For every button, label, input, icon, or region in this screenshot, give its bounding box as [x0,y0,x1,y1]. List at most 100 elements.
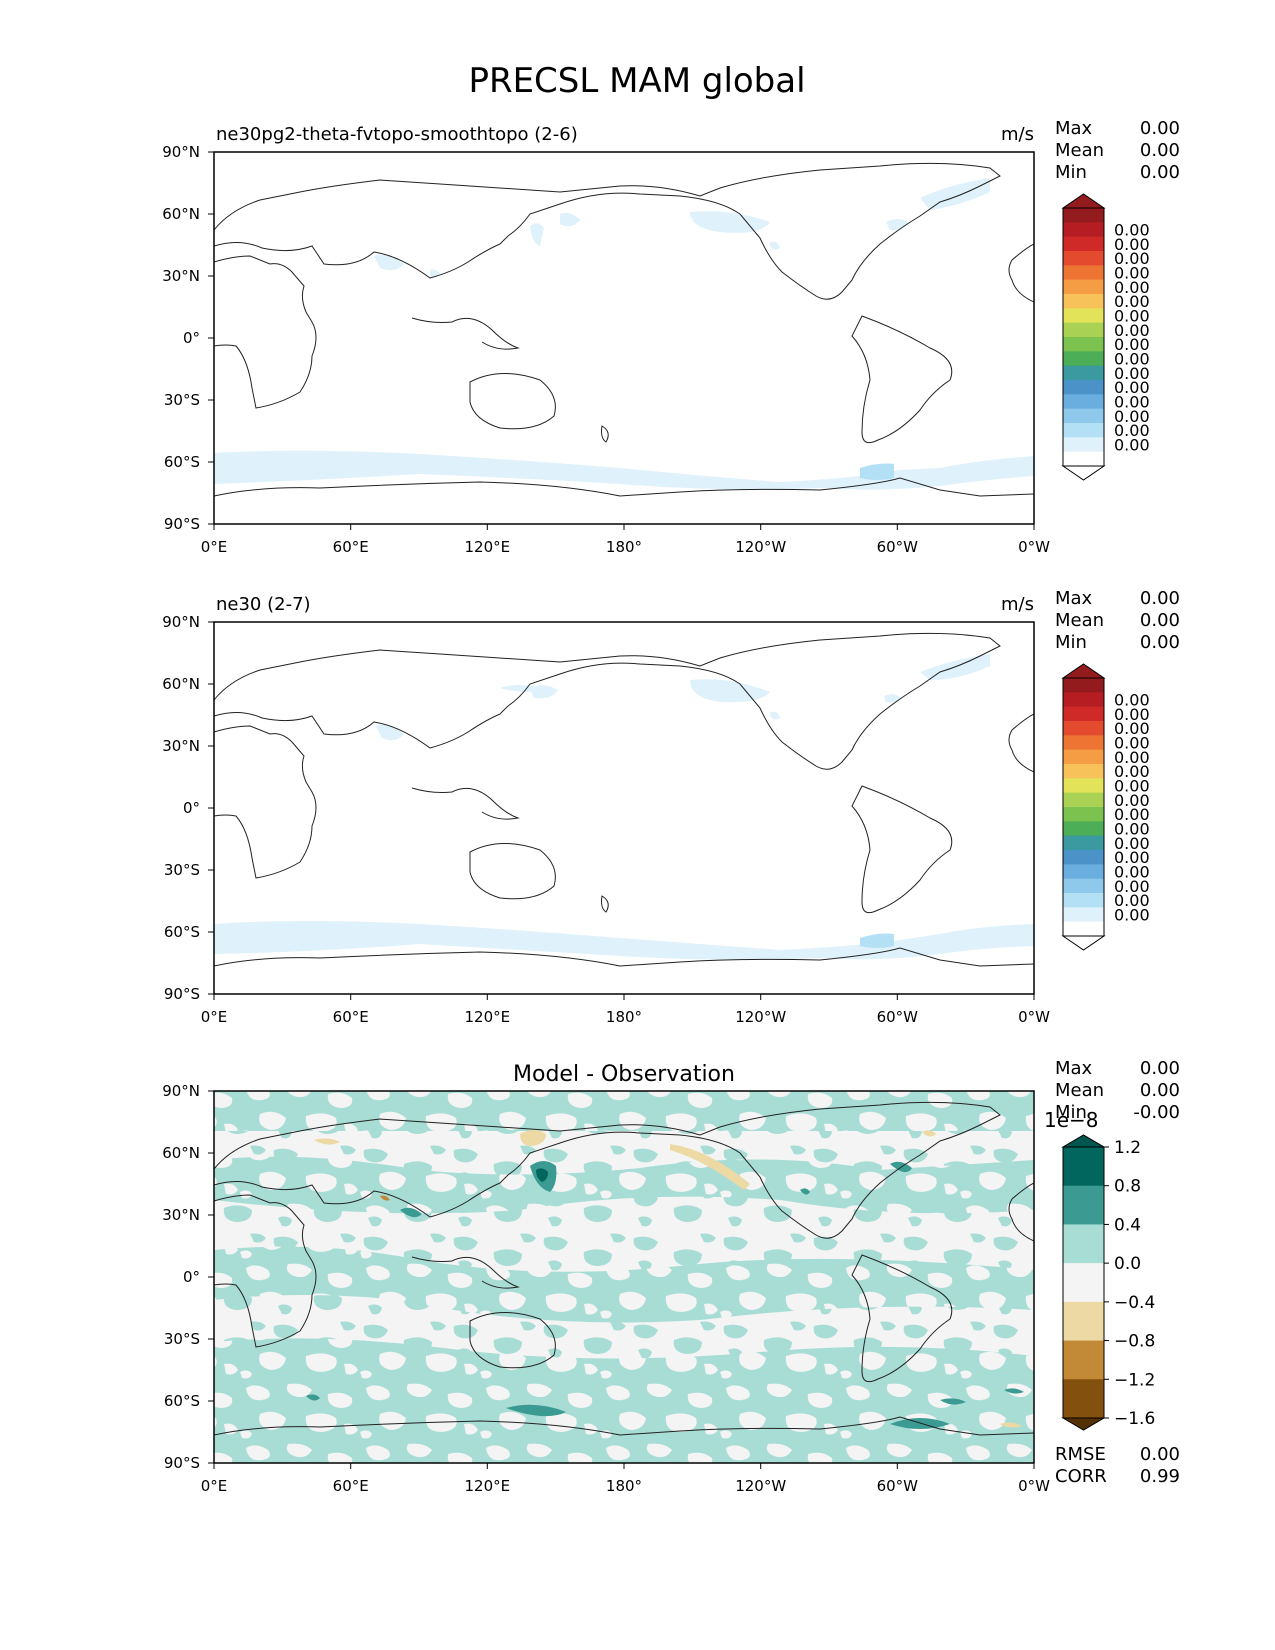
colorbar-tick-label: 0.00 [1114,436,1150,455]
colorbar-tick-label: 0.0 [1114,1254,1141,1274]
x-tick-label: 120°W [735,1477,786,1495]
y-tick-label: 60°N [162,1144,200,1162]
x-tick-label: 180° [606,1477,642,1495]
x-tick-label: 60°W [877,538,919,556]
stat-label-rmse: RMSE [1055,1444,1106,1465]
colorbar-segment [1063,1224,1104,1264]
colorbar-segment [1063,408,1104,424]
colorbar-segment [1063,721,1104,736]
colorbar-extend-over [1061,193,1106,209]
y-tick-label: 90°N [162,143,200,161]
colorbar-tick-label: 0.00 [1114,278,1150,297]
colorbar-segment [1063,835,1104,851]
colorbar-segment [1063,749,1104,765]
colorbar-segment [1063,864,1104,880]
colorbar-tick-label: 0.4 [1114,1215,1141,1235]
colorbar-segment [1063,1301,1104,1342]
y-tick-label: 60°N [162,205,200,223]
stat-value-rmse: 0.00 [1140,1444,1180,1465]
colorbar-segment [1063,337,1104,352]
stat-label-max: Max [1055,588,1093,609]
panel-model-2: ne30 (2-7) m/s Max 0.00 Mean 0.00 Min 0.… [162,588,1180,1026]
colorbar-segment [1063,208,1104,223]
colorbar-segment [1063,1147,1104,1187]
stat-value-max: 0.00 [1140,118,1180,139]
x-axis: 0°E 60°E 120°E 180° 120°W 60°W 0°W [201,1463,1050,1495]
colorbar-tick-label: 0.00 [1114,834,1150,853]
field-band-southern-ocean [214,450,1034,490]
colorbar-tick-label: 0.00 [1114,249,1150,268]
y-axis: 90°N 60°N 30°N 0° 30°S 60°S 90°S [162,1082,214,1472]
colorbar-tick-label: 0.00 [1114,748,1150,767]
y-tick-label: 30°S [164,861,200,879]
x-tick-label: 0°E [201,1477,228,1495]
stat-value-max: 0.00 [1140,588,1180,609]
panel-title: Model - Observation [513,1062,735,1087]
y-tick-label: 0° [183,799,200,817]
colorbar-tick-label: 0.00 [1114,777,1150,796]
y-tick-label: 90°S [164,515,200,533]
colorbar-segment [1063,1263,1104,1303]
colorbar-tick-label: 0.00 [1114,805,1150,824]
field-band-southern-ocean [214,921,1034,960]
units-label: m/s [1001,124,1034,145]
extra-stats-block: RMSE 0.00 CORR 0.99 [1055,1444,1180,1487]
x-axis: 0°E 60°E 120°E 180° 120°W 60°W 0°W [201,994,1050,1026]
y-axis: 90°N 60°N 30°N 0° 30°S 60°S 90°S [162,143,214,533]
y-tick-label: 30°S [164,391,200,409]
colorbar-segment [1063,792,1104,808]
colorbar-segment [1063,1379,1104,1419]
stat-value-corr: 0.99 [1140,1466,1180,1487]
colorbar-segment [1063,850,1104,865]
colorbar-tick-label: 0.00 [1114,364,1150,383]
colorbar-segment [1063,308,1104,324]
colorbar-segment [1063,222,1104,238]
colorbar: 0.000.000.000.000.000.000.000.000.000.00… [1061,193,1150,481]
colorbar-tick-label: 0.00 [1114,335,1150,354]
colorbar-segment [1063,692,1104,708]
y-axis: 90°N 60°N 30°N 0° 30°S 60°S 90°S [162,613,214,1003]
x-tick-label: 0°E [201,538,228,556]
x-tick-label: 120°E [464,1008,510,1026]
colorbar-segment [1063,764,1104,779]
stat-value-min: 0.00 [1140,632,1180,653]
stat-value-max: 0.00 [1140,1058,1180,1079]
colorbar-segment [1063,423,1104,438]
y-tick-label: 60°S [164,453,200,471]
figure-title: PRECSL MAM global [468,61,805,101]
colorbar-frame [1062,207,1105,467]
colorbar-tick-label: 0.00 [1114,906,1150,925]
colorbar-tick-label: 0.00 [1114,264,1150,283]
stats-block: Max 0.00 Mean 0.00 Min 0.00 [1055,588,1180,653]
stat-label-min: Min [1055,162,1087,183]
colorbar-tick-label: 0.00 [1114,350,1150,369]
colorbar: 1.2 0.8 0.4 0.0 −0.4 −0.8 −1.2 −1.6 [1061,1134,1155,1431]
colorbar-tick-label: 0.00 [1114,393,1150,412]
colorbar-tick-label: 0.00 [1114,820,1150,839]
x-tick-label: 120°E [464,538,510,556]
colorbar-frame [1062,677,1105,937]
colorbar-extend-under [1061,465,1106,481]
colorbar-tick-label: 0.00 [1114,734,1150,753]
y-tick-label: 90°N [162,1082,200,1100]
colorbar-segment [1063,322,1104,338]
colorbar-segment [1063,735,1104,751]
y-tick-label: 90°S [164,985,200,1003]
colorbar-segment [1063,279,1104,295]
stat-value-min: -0.00 [1133,1102,1180,1123]
colorbar-tick-label: 0.00 [1114,307,1150,326]
colorbar-tick-label: −0.8 [1114,1332,1155,1352]
map-field [214,622,1034,994]
y-tick-label: 90°N [162,613,200,631]
y-tick-label: 60°S [164,1392,200,1410]
x-tick-label: 180° [606,538,642,556]
colorbar-tick-label: 0.00 [1114,691,1150,710]
colorbar-tick-label: −0.4 [1114,1293,1155,1313]
stat-label-min: Min [1055,632,1087,653]
stat-label-max: Max [1055,1058,1093,1079]
colorbar-segment [1063,351,1104,367]
colorbar-segment [1063,265,1104,281]
panel-model-1: ne30pg2-theta-fvtopo-smoothtopo (2-6) m/… [162,118,1180,556]
colorbar-segment [1063,921,1104,937]
colorbar-tick-label: 0.00 [1114,705,1150,724]
